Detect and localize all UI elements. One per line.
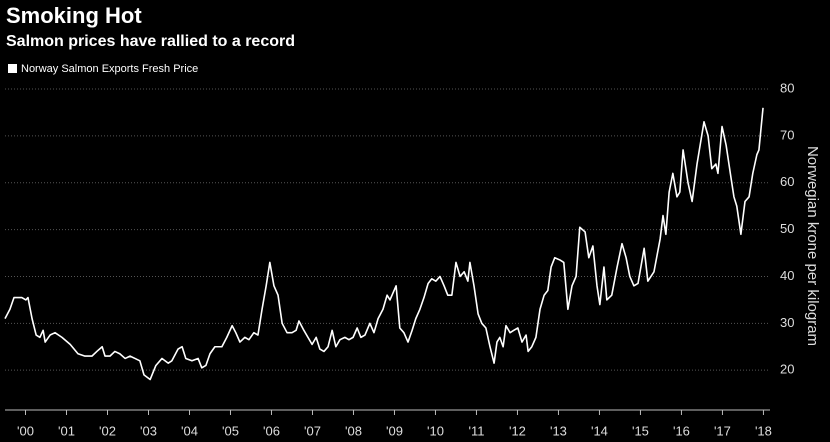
x-tick-label: '12 [509, 423, 526, 438]
x-tick-label: '14 [591, 423, 608, 438]
y-axis-label: Norwegian krone per kilogram [804, 146, 821, 346]
x-tick-label: '10 [427, 423, 444, 438]
legend-label: Norway Salmon Exports Fresh Price [21, 63, 198, 75]
legend-swatch [8, 64, 17, 73]
x-tick-label: '08 [345, 423, 362, 438]
x-tick-label: '05 [222, 423, 239, 438]
x-tick-label: '16 [673, 423, 690, 438]
x-tick-label: '01 [58, 423, 75, 438]
y-tick-label: 80 [780, 80, 794, 95]
y-tick-label: 40 [780, 268, 794, 283]
x-tick-label: '07 [304, 423, 321, 438]
x-tick-label: '03 [140, 423, 157, 438]
chart-subtitle: Salmon prices have rallied to a record [6, 33, 295, 50]
y-tick-label: 70 [780, 127, 794, 142]
x-tick-label: '18 [755, 423, 772, 438]
x-tick-label: '06 [263, 423, 280, 438]
y-tick-label: 30 [780, 315, 794, 330]
x-tick-label: '13 [550, 423, 567, 438]
x-tick-label: '15 [632, 423, 649, 438]
x-tick-label: '02 [99, 423, 116, 438]
x-tick-label: '11 [468, 423, 484, 438]
x-tick-label: '00 [17, 423, 34, 438]
series-line [4, 107, 764, 381]
chart-title: Smoking Hot [6, 3, 142, 28]
x-tick-label: '09 [386, 423, 403, 438]
x-tick-label: '17 [714, 423, 731, 438]
y-tick-label: 20 [780, 362, 794, 377]
y-tick-label: 60 [780, 174, 794, 189]
x-tick-label: '04 [181, 423, 198, 438]
y-tick-label: 50 [780, 221, 794, 236]
